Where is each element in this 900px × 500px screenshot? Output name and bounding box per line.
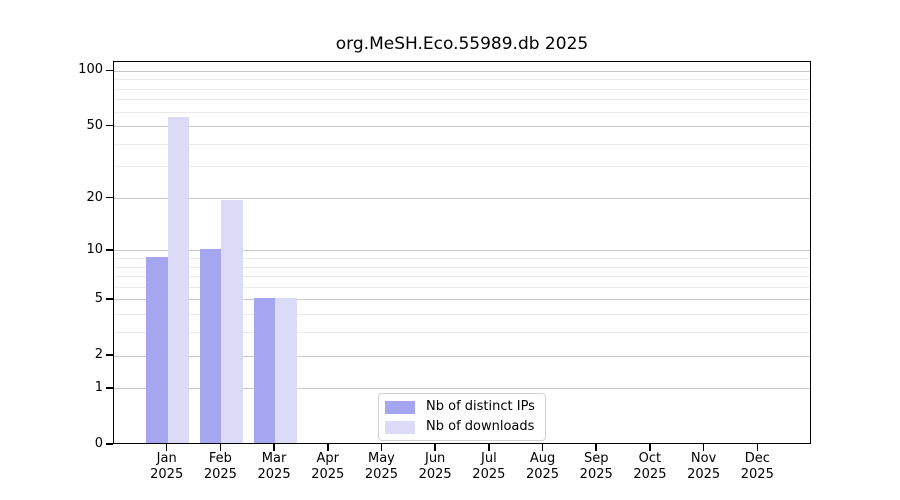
x-tick-mark — [326, 444, 329, 451]
x-axis-month-label: Sep 2025 — [579, 451, 613, 482]
x-tick-mark — [702, 444, 705, 451]
y-tick-mark — [106, 443, 113, 445]
x-axis-month-label: Mar 2025 — [257, 451, 291, 482]
y-axis-tick-label: 20 — [86, 189, 103, 205]
bar-downloads — [275, 297, 297, 443]
y-tick-mark — [106, 354, 113, 356]
bar-distinct-ips — [199, 248, 222, 443]
y-axis-tick-label: 1 — [94, 379, 103, 395]
minor-gridline — [114, 332, 810, 334]
y-axis-tick-label: 10 — [86, 241, 103, 257]
x-axis-month-label: Dec 2025 — [740, 451, 774, 482]
x-axis-month-label: Nov 2025 — [687, 451, 721, 482]
x-axis-month-label: Oct 2025 — [633, 451, 667, 482]
legend-label-downloads: Nb of downloads — [426, 419, 535, 434]
bar-distinct-ips — [146, 256, 168, 443]
x-axis-month-label: Feb 2025 — [203, 451, 237, 482]
minor-gridline — [114, 143, 810, 145]
minor-gridline — [114, 79, 810, 81]
x-tick-mark — [488, 444, 490, 451]
legend-label-distinct-ips: Nb of distinct IPs — [426, 399, 535, 414]
y-tick-mark — [106, 249, 113, 251]
minor-gridline — [114, 258, 810, 260]
legend-item-distinct-ips: Nb of distinct IPs — [385, 400, 535, 414]
minor-gridline — [114, 88, 810, 90]
chart-title: org.MeSH.Eco.55989.db 2025 — [335, 34, 589, 54]
x-tick-mark — [541, 444, 544, 451]
x-axis-month-label: May 2025 — [364, 451, 398, 482]
bar-downloads — [167, 117, 190, 443]
minor-gridline — [114, 286, 810, 288]
x-tick-mark — [380, 444, 383, 451]
y-tick-mark — [106, 196, 113, 199]
y-axis-tick-label: 2 — [94, 347, 103, 363]
x-tick-mark — [434, 444, 436, 451]
major-gridline — [114, 388, 810, 390]
bar-distinct-ips — [253, 297, 276, 443]
legend-swatch-distinct-ips — [385, 400, 415, 414]
minor-gridline — [114, 276, 810, 278]
minor-gridline — [114, 266, 810, 268]
minor-gridline — [114, 314, 810, 316]
x-tick-mark — [219, 444, 222, 451]
x-axis-month-label: Aug 2025 — [525, 451, 560, 482]
x-axis-month-label: Apr 2025 — [311, 451, 345, 482]
y-tick-mark — [106, 298, 113, 300]
major-gridline — [114, 126, 810, 128]
x-tick-mark — [273, 444, 275, 451]
major-gridline — [114, 198, 810, 200]
y-tick-mark — [106, 387, 113, 389]
x-tick-mark — [649, 444, 651, 451]
x-axis-month-label: Jul 2025 — [472, 451, 506, 482]
y-tick-mark — [106, 69, 113, 72]
minor-gridline — [114, 111, 810, 113]
major-gridline — [114, 250, 810, 252]
legend-swatch-downloads — [385, 420, 415, 434]
legend: Nb of distinct IPs Nb of downloads — [378, 393, 546, 441]
minor-gridline — [114, 99, 810, 101]
x-tick-mark — [595, 444, 598, 451]
y-axis-tick-label: 50 — [86, 117, 103, 133]
y-tick-mark — [106, 124, 113, 127]
y-axis-tick-label: 0 — [94, 436, 103, 451]
legend-item-downloads: Nb of downloads — [385, 420, 535, 434]
bar-downloads — [221, 200, 243, 443]
plot-area — [113, 61, 811, 444]
major-gridline — [114, 70, 810, 72]
y-axis-tick-label: 100 — [78, 62, 103, 78]
y-axis-tick-label: 5 — [94, 290, 103, 306]
x-axis-month-label: Jun 2025 — [418, 451, 452, 482]
x-axis-month-label: Jan 2025 — [150, 451, 184, 482]
major-gridline — [114, 355, 810, 357]
x-tick-mark — [756, 444, 759, 451]
minor-gridline — [114, 166, 810, 168]
major-gridline — [114, 299, 810, 301]
x-tick-mark — [165, 444, 168, 451]
